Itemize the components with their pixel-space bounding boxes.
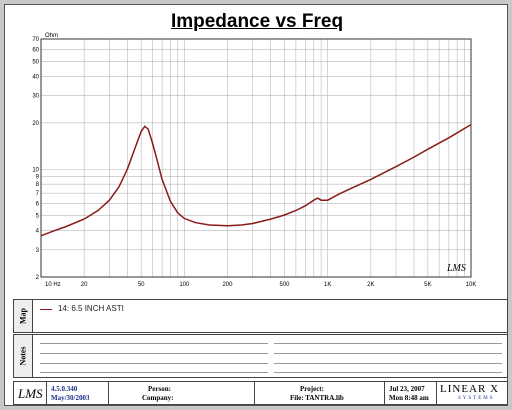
x-tick-label: 1K (324, 282, 331, 288)
footer-logo-cell: LMS (14, 382, 47, 404)
note-line[interactable] (274, 343, 502, 344)
note-line[interactable] (274, 353, 502, 354)
y-tick-label: 4 (36, 229, 40, 235)
footer-print-cell: Jul 23, 2007 Mon 8:48 am (384, 382, 437, 404)
y-tick-label: 60 (32, 47, 39, 53)
y-tick-label: 10 (32, 167, 39, 173)
lms-watermark: LMS (446, 263, 466, 274)
note-line[interactable] (274, 372, 502, 373)
y-tick-label: 3 (36, 248, 40, 254)
note-line[interactable] (40, 363, 268, 364)
chart-title: Impedance vs Freq (170, 11, 344, 32)
y-tick-label: 30 (32, 94, 39, 100)
chart-grid (40, 38, 471, 278)
legend-entry[interactable]: 14: 6.5 INCH ASTI (58, 304, 124, 313)
notes-side-label: Notes (14, 335, 33, 377)
footer-project-cell: Project: File: TANTRA.lib (254, 382, 385, 404)
notes-panel: Notes (13, 334, 508, 378)
impedance-curve (40, 123, 472, 237)
y-tick-label: 20 (32, 121, 39, 127)
x-tick-label: 10K (466, 282, 477, 288)
note-line[interactable] (40, 343, 268, 344)
y-tick-label: 40 (32, 74, 39, 80)
file-label: File: TANTRA.lib (290, 394, 344, 402)
y-tick-label: 7 (36, 191, 40, 197)
y-tick-labels: 70 60 50 40 30 20 109 8 7 6 5 4 3 2 (32, 37, 39, 281)
x-tick-label: 2K (367, 282, 374, 288)
legend-swatch (40, 309, 52, 310)
note-line[interactable] (40, 372, 268, 373)
plot-frame (40, 38, 472, 278)
lms-logo: LMS (18, 386, 43, 401)
linearx-sub: SYSTEMS (458, 396, 495, 401)
impedance-chart: 70 60 50 40 30 20 109 8 7 6 5 4 3 2 10 Hz 20 50 100 200 50… (32, 33, 476, 288)
version-date: May/30/2003 (51, 394, 90, 402)
map-panel: Map 14: 6.5 INCH ASTI (13, 299, 508, 333)
y-tick-label: 6 (36, 201, 40, 207)
y-tick-label: 9 (36, 174, 40, 180)
company-label: Company: (142, 394, 174, 402)
y-tick-label: 50 (32, 60, 39, 66)
person-label: Person: (148, 385, 171, 393)
print-date: Jul 23, 2007 (389, 385, 425, 393)
map-side-label: Map (14, 300, 33, 332)
y-tick-label: 5 (36, 214, 40, 220)
y-tick-label: 70 (32, 37, 39, 43)
x-tick-label: 20 (81, 282, 88, 288)
footer-bar: LMS 4.5.0.340 May/30/2003 Person: Compan… (13, 381, 508, 405)
note-line[interactable] (274, 363, 502, 364)
note-line[interactable] (40, 353, 268, 354)
x-tick-labels: 10 Hz 20 50 100 200 500 1K 2K 5K 10K (45, 282, 476, 288)
x-tick-label: 200 (222, 282, 233, 288)
linearx-logo: LINEAR X (440, 383, 500, 395)
project-label: Project: (300, 385, 324, 393)
x-tick-label: 50 (138, 282, 145, 288)
report-sheet: Impedance vs Freq 70 60 50 40 30 20 10 9 8 7 6 5 4 3 2… (4, 4, 508, 406)
x-tick-label: 500 (280, 282, 291, 288)
footer-person-cell: Person: Company: (108, 382, 255, 404)
footer-brand-cell: LINEAR X SYSTEMS (436, 382, 508, 404)
footer-version-cell: 4.5.0.340 May/30/2003 (46, 382, 109, 404)
x-tick-label: 10 Hz (45, 282, 61, 288)
version-text: 4.5.0.340 (51, 385, 78, 393)
y-axis-unit: Ohm (45, 33, 58, 39)
print-time: Mon 8:48 am (389, 394, 429, 402)
x-tick-label: 5K (424, 282, 431, 288)
x-tick-label: 100 (179, 282, 190, 288)
y-tick-label: 8 (36, 182, 40, 188)
y-tick-label: 2 (36, 275, 40, 281)
